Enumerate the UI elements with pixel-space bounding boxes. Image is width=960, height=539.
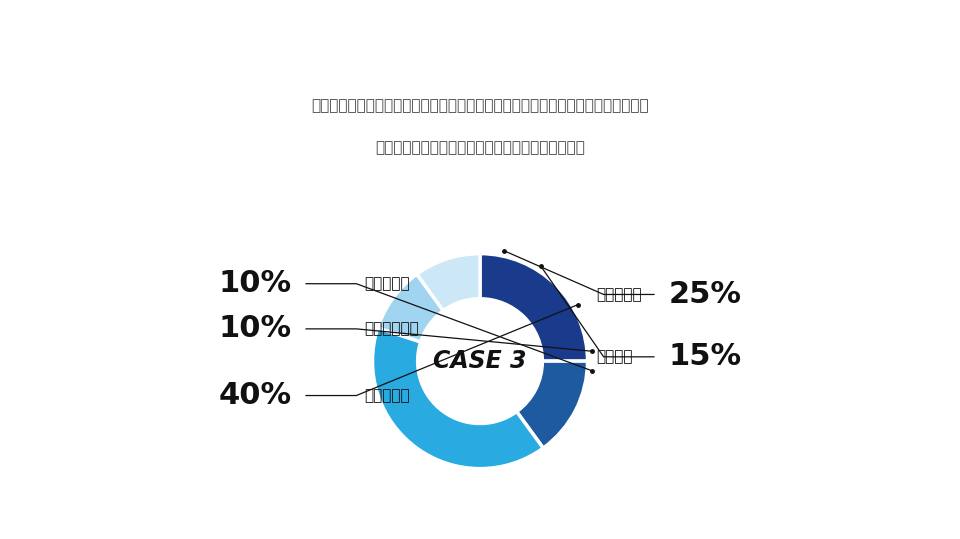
Wedge shape xyxy=(417,254,480,310)
Text: 国内株式: 国内株式 xyxy=(596,349,633,364)
Text: 40%: 40% xyxy=(219,381,292,410)
Text: 先進国債券: 先進国債券 xyxy=(364,388,410,403)
Text: 投資になれて来たら、相場環境で株式や債券を調整しつつ、資産を育てましょう。: 投資になれて来たら、相場環境で株式や債券を調整しつつ、資産を育てましょう。 xyxy=(311,98,649,113)
Wedge shape xyxy=(480,254,588,361)
Text: 25%: 25% xyxy=(668,280,741,309)
Text: 10%: 10% xyxy=(219,269,292,298)
Text: 市況によっては、為替ヘッジあり／なしの選択も。: 市況によっては、為替ヘッジあり／なしの選択も。 xyxy=(375,141,585,156)
Text: 10%: 10% xyxy=(219,314,292,343)
Wedge shape xyxy=(377,274,444,342)
Text: 先進国リート: 先進国リート xyxy=(364,321,419,336)
Text: CASE 3: CASE 3 xyxy=(433,349,527,373)
Text: 住宅購入に向けた資産形成（積立）プラン: 住宅購入に向けた資産形成（積立）プラン xyxy=(306,25,654,53)
Text: 先進国株式: 先進国株式 xyxy=(596,287,641,302)
Text: 国内リート: 国内リート xyxy=(364,276,410,291)
Text: 15%: 15% xyxy=(668,342,741,371)
Wedge shape xyxy=(516,361,588,448)
Wedge shape xyxy=(372,328,543,468)
